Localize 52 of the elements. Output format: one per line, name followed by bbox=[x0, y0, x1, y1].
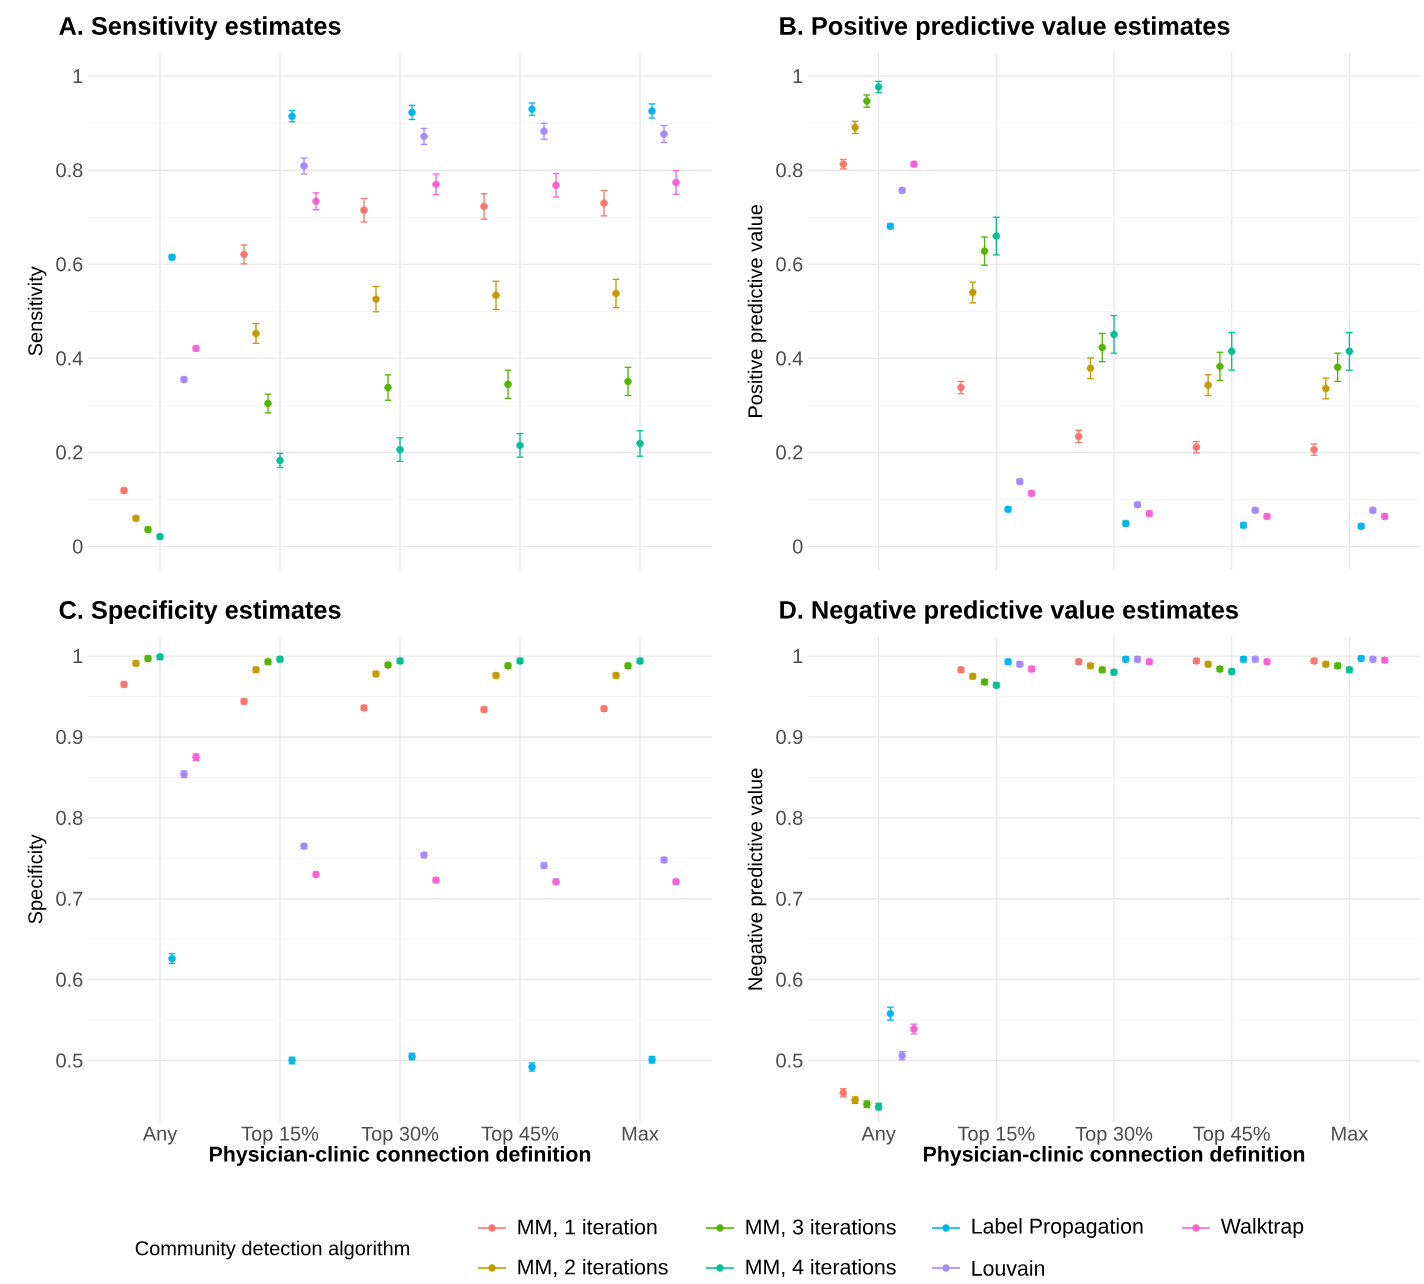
y-tick-label: 0.6 bbox=[56, 972, 83, 987]
y-tick-label: 0.6 bbox=[776, 972, 803, 987]
legend-label: Label Propagation bbox=[972, 1218, 1143, 1238]
legend-label: MM, 3 iterations bbox=[746, 1218, 896, 1238]
x-tick-label: Any bbox=[861, 1126, 896, 1145]
x-axis-title: Physician-clinic connection definition bbox=[924, 1145, 1305, 1166]
y-tick-label: 0 bbox=[72, 539, 83, 554]
x-tick-label: Top 45% bbox=[481, 1126, 559, 1145]
y-tick-label: 0.8 bbox=[776, 163, 803, 178]
y-tick-label: 0.9 bbox=[56, 729, 83, 745]
y-axis-title: Specificity bbox=[27, 834, 47, 924]
y-tick-label: 0.2 bbox=[56, 445, 83, 460]
y-tick-label: 0 bbox=[792, 539, 803, 554]
x-tick-label: Top 30% bbox=[361, 1126, 439, 1145]
y-tick-label: 0.6 bbox=[776, 257, 803, 272]
y-tick-label: 0.4 bbox=[776, 351, 803, 366]
legend-label: MM, 4 iterations bbox=[746, 1258, 896, 1278]
y-tick-label: 0.6 bbox=[56, 257, 83, 272]
y-tick-label: 0.8 bbox=[56, 163, 83, 178]
y-tick-label: 0.7 bbox=[56, 891, 83, 906]
chart-title: C. Specificity estimates bbox=[59, 600, 341, 624]
y-tick-label: 1 bbox=[793, 69, 803, 84]
y-tick-label: 1 bbox=[793, 649, 803, 663]
x-tick-label: Top 15% bbox=[241, 1126, 319, 1145]
legend-label: Walktrap bbox=[1220, 1218, 1304, 1238]
y-tick-label: 1 bbox=[73, 69, 83, 84]
legend-title: Community detection algorithm bbox=[135, 1240, 409, 1260]
chart-title: A. Sensitivity estimates bbox=[59, 16, 341, 40]
y-tick-label: 0.5 bbox=[56, 1053, 83, 1068]
y-axis-title: Sensitivity bbox=[27, 266, 47, 356]
x-tick-label: Top 45% bbox=[1193, 1126, 1270, 1145]
y-axis-title: Negative predictive value bbox=[747, 768, 767, 990]
legend-label: MM, 1 iteration bbox=[518, 1218, 657, 1238]
y-tick-label: 0.4 bbox=[56, 351, 83, 366]
x-axis-title: Physician-clinic connection definition bbox=[209, 1145, 591, 1166]
x-tick-label: Top 30% bbox=[1075, 1126, 1153, 1145]
legend-label: Louvain bbox=[972, 1260, 1045, 1276]
y-tick-label: 0.8 bbox=[56, 810, 83, 825]
y-axis-title: Positive predictive value bbox=[747, 205, 767, 417]
y-tick-label: 0.8 bbox=[776, 810, 803, 825]
legend-label: MM, 2 iterations bbox=[518, 1258, 668, 1278]
y-tick-label: 0.7 bbox=[776, 891, 803, 906]
y-tick-label: 1 bbox=[73, 649, 83, 663]
chart-title: D. Negative predictive value estimates bbox=[780, 600, 1238, 624]
y-tick-label: 0.2 bbox=[776, 445, 803, 460]
y-tick-label: 0.9 bbox=[776, 729, 803, 745]
x-tick-label: Max bbox=[1332, 1126, 1369, 1141]
x-tick-label: Max bbox=[622, 1126, 659, 1141]
x-tick-label: Any bbox=[142, 1126, 178, 1145]
chart-title: B. Positive predictive value estimates bbox=[780, 16, 1230, 40]
y-tick-label: 0.5 bbox=[776, 1053, 803, 1068]
x-tick-label: Top 15% bbox=[957, 1126, 1035, 1145]
